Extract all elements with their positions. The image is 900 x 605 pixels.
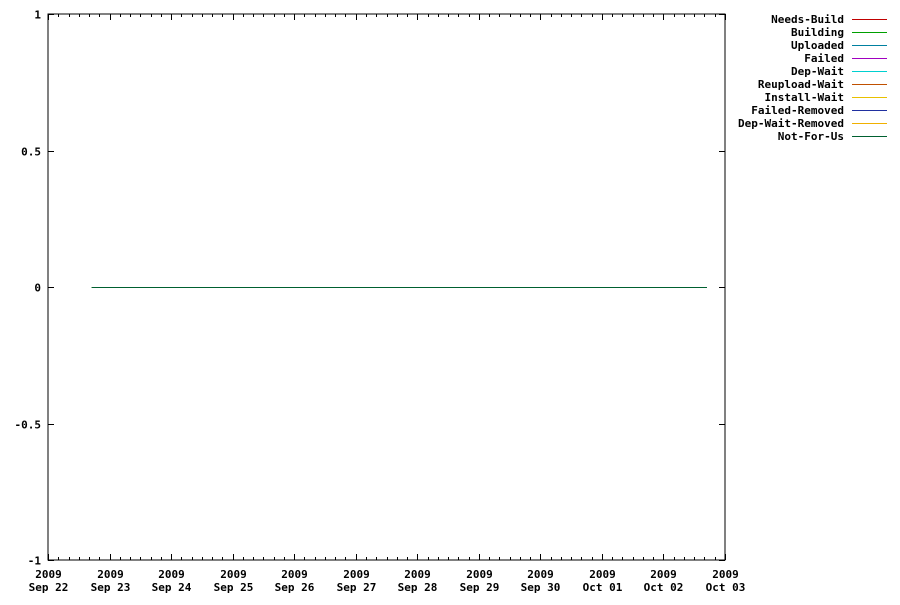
legend-label: Dep-Wait bbox=[791, 65, 844, 78]
y-tick-label: -0.5 bbox=[15, 419, 42, 432]
legend-label: Uploaded bbox=[791, 39, 844, 52]
legend-label: Reupload-Wait bbox=[758, 78, 844, 91]
x-tick-date-label: Sep 24 bbox=[152, 581, 192, 594]
ticks bbox=[48, 14, 726, 561]
x-tick-year-label: 2009 bbox=[527, 568, 554, 581]
legend-label: Install-Wait bbox=[765, 91, 844, 104]
x-tick-year-label: 2009 bbox=[158, 568, 185, 581]
x-tick-date-label: Oct 03 bbox=[706, 581, 746, 594]
y-tick-label: 0 bbox=[34, 282, 41, 295]
x-tick-date-label: Sep 27 bbox=[337, 581, 377, 594]
x-tick-date-label: Oct 02 bbox=[644, 581, 684, 594]
x-tick-date-label: Oct 01 bbox=[583, 581, 623, 594]
x-tick-date-label: Sep 22 bbox=[29, 581, 69, 594]
y-tick-label: 0.5 bbox=[21, 146, 41, 159]
legend-label: Dep-Wait-Removed bbox=[738, 117, 844, 130]
x-tick-date-label: Sep 25 bbox=[214, 581, 254, 594]
x-tick-year-label: 2009 bbox=[97, 568, 124, 581]
x-tick-year-label: 2009 bbox=[281, 568, 308, 581]
y-tick-label: -1 bbox=[28, 555, 42, 568]
x-tick-year-label: 2009 bbox=[712, 568, 739, 581]
legend: Needs-BuildBuildingUploadedFailedDep-Wai… bbox=[738, 13, 887, 143]
legend-label: Needs-Build bbox=[771, 13, 844, 26]
x-tick-date-label: Sep 28 bbox=[398, 581, 438, 594]
x-tick-date-label: Sep 29 bbox=[460, 581, 500, 594]
x-tick-date-label: Sep 23 bbox=[91, 581, 131, 594]
x-tick-year-label: 2009 bbox=[35, 568, 62, 581]
legend-label: Failed-Removed bbox=[751, 104, 844, 117]
legend-label: Building bbox=[791, 26, 844, 39]
x-tick-date-label: Sep 30 bbox=[521, 581, 561, 594]
x-tick-year-label: 2009 bbox=[589, 568, 616, 581]
x-tick-year-label: 2009 bbox=[220, 568, 247, 581]
x-tick-year-label: 2009 bbox=[343, 568, 370, 581]
y-tick-label: 1 bbox=[34, 9, 41, 22]
legend-label: Not-For-Us bbox=[778, 130, 844, 143]
x-tick-date-label: Sep 26 bbox=[275, 581, 315, 594]
x-tick-year-label: 2009 bbox=[466, 568, 493, 581]
x-tick-year-label: 2009 bbox=[650, 568, 677, 581]
x-tick-year-label: 2009 bbox=[404, 568, 431, 581]
legend-label: Failed bbox=[804, 52, 844, 65]
